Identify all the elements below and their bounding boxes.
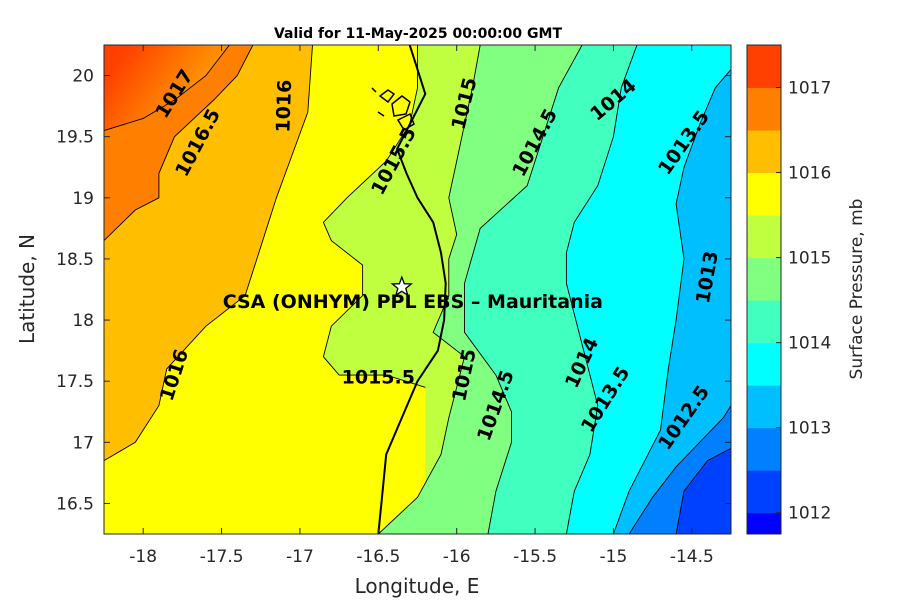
isobar-1015 (377, 45, 481, 534)
x-tick-label: -17.5 (200, 547, 244, 567)
colorbar-segment (747, 215, 781, 259)
colorbar-segment (747, 385, 781, 429)
colorbar-segment (747, 300, 781, 344)
pressure-band-below-1013.5 (613, 45, 731, 534)
colorbar-tick-label: 1012 (788, 504, 831, 524)
isobar-lines (104, 45, 731, 534)
y-axis-ticks: 16.5 17 17.5 18 18.5 19 19.5 20 (56, 67, 731, 514)
x-axis-label: Longitude, E (355, 574, 480, 598)
y-tick-label: 20 (72, 67, 94, 87)
isobar-1014.5 (464, 45, 583, 534)
x-axis-ticks: -18 -17.5 -17 -16.5 -16 -15.5 -15 -14.5 (129, 45, 714, 567)
x-tick-label: -18 (129, 547, 157, 567)
x-tick-label: -15 (600, 547, 628, 567)
colorbar-tick-label: 1016 (788, 164, 831, 184)
colorbar-segment (747, 342, 781, 386)
x-tick-label: -15.5 (513, 547, 557, 567)
site-label: CSA (ONHYM) PPL EBS – Mauritania (223, 291, 603, 313)
isobar-1014 (565, 45, 638, 534)
colorbar-segment (747, 427, 781, 471)
plot-frame (103, 44, 732, 535)
y-axis-label: Latitude, N (15, 234, 39, 344)
pressure-band-below-1012.5 (676, 45, 731, 534)
isobar-1017 (104, 45, 230, 132)
colorbar-segment (747, 512, 781, 535)
colorbar-segment (747, 130, 781, 174)
y-tick-label: 18 (72, 311, 94, 331)
colorbar: 1012 1013 1014 1015 1016 1017 (746, 44, 831, 535)
chart-title: Valid for 11-May-2025 00:00:00 GMT (274, 26, 562, 42)
colorbar-tick-label: 1013 (788, 419, 831, 439)
colorbar-tick-label: 1014 (788, 334, 831, 354)
y-tick-label: 16.5 (56, 494, 94, 514)
colorbar-segment (747, 45, 781, 89)
isobar-1016.5 (104, 45, 254, 241)
isobar-1016 (104, 45, 313, 461)
isobar-1012.5 (675, 448, 731, 534)
x-tick-label: -17 (286, 547, 314, 567)
isobar-1013 (628, 405, 731, 534)
y-tick-label: 18.5 (56, 250, 94, 270)
colorbar-label: Surface Pressure, mb (847, 199, 867, 380)
x-tick-label: -16 (443, 547, 471, 567)
site-star-icon (390, 275, 414, 297)
coastline (377, 45, 447, 534)
colorbar-segment (747, 87, 781, 131)
isobar-1013.5 (612, 69, 731, 534)
coastal-islands (371, 87, 415, 132)
colorbar-frame (746, 44, 782, 535)
colorbar-tick-label: 1017 (788, 79, 831, 99)
colorbar-segment (747, 172, 781, 216)
y-tick-label: 19 (72, 189, 94, 209)
colorbar-tick-label: 1015 (788, 249, 831, 269)
colorbar-segment (747, 257, 781, 301)
x-tick-label: -16.5 (356, 547, 400, 567)
colorbar-segment (747, 470, 781, 514)
contour-label-1015.5: 1015.5 (342, 367, 415, 389)
y-tick-label: 17.5 (56, 372, 94, 392)
y-tick-label: 19.5 (56, 128, 94, 148)
contour-label-1016: 1016 (272, 79, 296, 133)
site-marker-group: CSA (ONHYM) PPL EBS – Mauritania (223, 275, 603, 313)
pressure-bands (104, 45, 731, 534)
y-tick-label: 17 (72, 433, 94, 453)
x-tick-label: -14.5 (670, 547, 714, 567)
